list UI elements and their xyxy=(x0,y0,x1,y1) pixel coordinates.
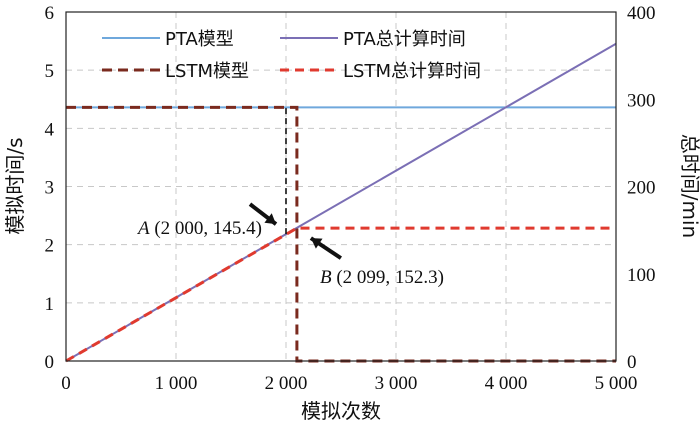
x-tick-label: 0 xyxy=(61,373,71,394)
y-right-axis-title: 总时间/min xyxy=(678,134,700,238)
legend-label-lstm-model: LSTM模型 xyxy=(165,61,249,82)
annotation-label-b: B (2 099, 152.3) xyxy=(320,267,444,288)
legend-label-pta-model: PTA模型 xyxy=(165,29,234,50)
x-ticks: 0 1 000 2 000 3 000 4 000 5 000 xyxy=(61,373,637,394)
y-right-tick-label: 0 xyxy=(627,352,637,373)
y-right-tick-label: 300 xyxy=(627,90,656,111)
plot-frame xyxy=(65,11,617,362)
y-left-axis-title: 模拟时间/s xyxy=(3,137,27,234)
y-left-ticks: 0 1 2 3 4 5 6 xyxy=(45,3,55,373)
y-left-tick-label: 0 xyxy=(45,352,55,373)
y-right-tick-label: 200 xyxy=(627,178,656,199)
series-lstm-total xyxy=(65,226,616,363)
y-left-tick-label: 1 xyxy=(45,294,55,315)
plot-lines xyxy=(65,42,617,363)
x-tick-label: 5 000 xyxy=(595,373,638,394)
y-left-tick-label: 6 xyxy=(45,3,55,24)
annotations: A (2 000, 145.4) B (2 099, 152.3) xyxy=(136,202,444,288)
grid xyxy=(66,12,616,361)
y-right-ticks: 0 100 200 300 400 xyxy=(627,3,656,373)
y-left-tick-label: 2 xyxy=(45,236,55,257)
y-left-tick-label: 5 xyxy=(45,61,55,82)
legend-label-lstm-total: LSTM总计算时间 xyxy=(343,61,481,82)
annotation-arrow-b xyxy=(309,236,342,260)
legend-label-pta-total: PTA总计算时间 xyxy=(343,29,466,50)
y-right-tick-label: 100 xyxy=(627,265,656,286)
x-tick-label: 3 000 xyxy=(375,373,418,394)
y-left-tick-label: 3 xyxy=(45,178,55,199)
x-tick-label: 2 000 xyxy=(265,373,308,394)
x-tick-label: 1 000 xyxy=(155,373,198,394)
y-left-tick-label: 4 xyxy=(45,119,55,140)
x-tick-label: 4 000 xyxy=(485,373,528,394)
x-axis-title: 模拟次数 xyxy=(301,399,381,423)
y-right-tick-label: 400 xyxy=(627,3,656,24)
legend: PTA模型 PTA总计算时间 LSTM模型 LSTM总计算时间 xyxy=(102,29,481,82)
annotation-label-a: A (2 000, 145.4) xyxy=(136,218,262,239)
annotation-arrow-a xyxy=(248,202,278,226)
